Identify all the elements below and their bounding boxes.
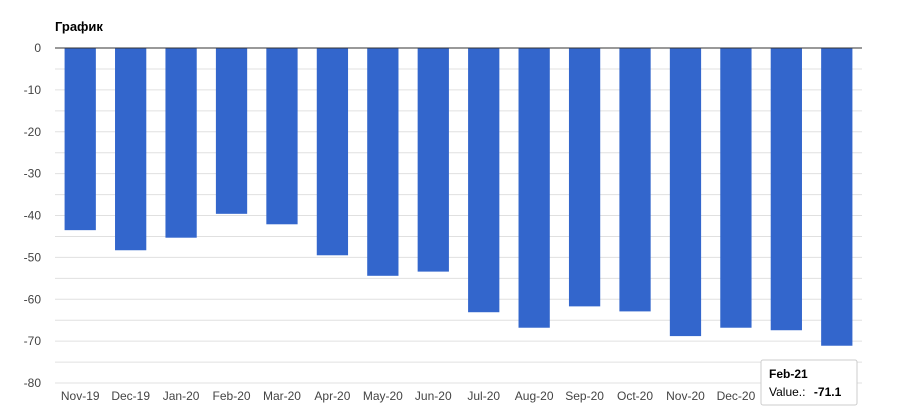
- bar[interactable]: [568, 48, 601, 307]
- x-axis-ticks: Nov-19 Dec-19 Jan-20 Feb-20 Mar-20 Apr-20 May-…: [61, 389, 756, 403]
- bar[interactable]: [518, 48, 550, 328]
- x-tick-label: Aug-20: [515, 389, 554, 403]
- y-tick-label: -30: [24, 167, 42, 181]
- x-tick-label: May-20: [363, 389, 403, 403]
- x-tick-label: Apr-20: [314, 389, 350, 403]
- bar[interactable]: [468, 48, 500, 313]
- y-axis-ticks: 0 -10 -20 -30 -40 -50 -60 -70 -80: [24, 41, 42, 390]
- bar[interactable]: [115, 48, 147, 251]
- bar[interactable]: [64, 48, 96, 231]
- y-tick-label: -40: [24, 209, 42, 223]
- x-tick-label: Nov-19: [61, 389, 100, 403]
- x-tick-label: Oct-20: [617, 389, 653, 403]
- bar[interactable]: [770, 48, 802, 331]
- y-tick-label: -70: [24, 334, 42, 348]
- x-tick-label: Dec-19: [111, 389, 150, 403]
- bar[interactable]: [367, 48, 399, 276]
- x-tick-label: Jul-20: [467, 389, 500, 403]
- chart-title: График: [55, 19, 103, 34]
- x-tick-label: Feb-20: [213, 389, 251, 403]
- x-tick-label: Mar-20: [263, 389, 301, 403]
- y-tick-label: 0: [34, 41, 41, 55]
- bar[interactable]: [821, 48, 853, 346]
- bars[interactable]: [64, 48, 853, 346]
- x-tick-label: Nov-20: [666, 389, 705, 403]
- y-tick-label: -50: [24, 250, 42, 264]
- bar[interactable]: [215, 48, 248, 214]
- tooltip-box: [760, 359, 858, 406]
- bar[interactable]: [266, 48, 298, 225]
- bar[interactable]: [417, 48, 449, 272]
- y-tick-label: -60: [24, 292, 42, 306]
- tooltip-category: Feb-21: [769, 367, 808, 381]
- bar[interactable]: [720, 48, 752, 328]
- tooltip-value: -71.1: [814, 385, 842, 399]
- x-tick-label: Sep-20: [565, 389, 604, 403]
- x-tick-label: Jan-20: [163, 389, 200, 403]
- bar[interactable]: [316, 48, 349, 256]
- bar[interactable]: [619, 48, 651, 312]
- x-tick-label: Dec-20: [717, 389, 756, 403]
- tooltip-value-line: Value.: -71.1: [769, 383, 842, 400]
- bar[interactable]: [165, 48, 197, 238]
- y-tick-label: -20: [24, 125, 42, 139]
- tooltip-key: Value.:: [769, 385, 805, 399]
- bar[interactable]: [669, 48, 702, 337]
- y-tick-label: -10: [24, 83, 42, 97]
- bar-tooltip: Feb-21 Value.: -71.1: [760, 359, 858, 406]
- y-tick-label: -80: [24, 376, 42, 390]
- x-tick-label: Jun-20: [415, 389, 452, 403]
